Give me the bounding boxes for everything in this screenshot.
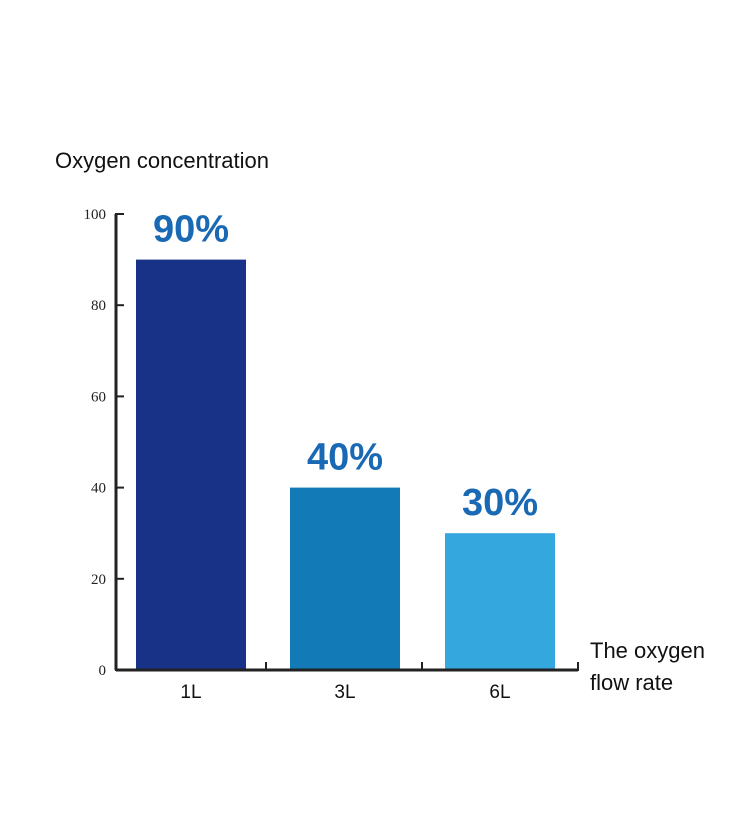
x-axis-title-line-2: flow rate	[590, 670, 673, 695]
data-label: 90%	[153, 209, 229, 251]
bar-3L	[290, 487, 400, 669]
y-tick-label: 20	[91, 572, 106, 588]
y-tick-label: 40	[91, 481, 106, 497]
x-tick-label: 3L	[334, 682, 355, 703]
y-axis-title: Oxygen concentration	[55, 148, 269, 173]
x-tick-label: 1L	[180, 682, 201, 703]
y-tick-label: 0	[99, 663, 107, 679]
plot-area: 0 20 40 60 80 100 90% 1L 40% 3L 30% 6L	[84, 207, 579, 703]
data-label: 30%	[462, 482, 538, 524]
bar-1L	[136, 259, 246, 669]
y-tick-label: 80	[91, 298, 106, 314]
bar-6L	[445, 533, 555, 669]
data-label: 40%	[307, 437, 383, 479]
y-tick-label: 60	[91, 389, 106, 405]
y-tick-label: 100	[84, 207, 107, 223]
x-axis-title-line-1: The oxygen	[590, 638, 705, 663]
x-tick-label: 6L	[489, 682, 510, 703]
